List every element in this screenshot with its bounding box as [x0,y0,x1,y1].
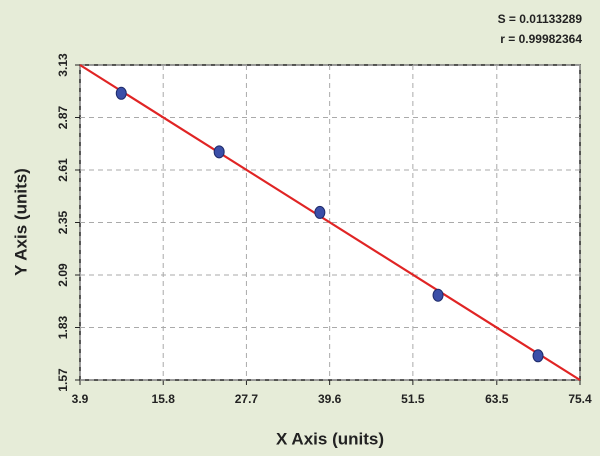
y-axis-label: Y Axis (units) [11,168,30,276]
y-tick-label: 2.35 [56,210,70,234]
annotation: S = 0.01133289 [498,12,583,26]
y-tick-label: 2.61 [56,158,70,182]
x-axis-label: X Axis (units) [276,429,384,448]
y-tick-label: 3.13 [56,53,70,77]
y-tick-label: 1.83 [56,315,70,339]
fit-line [79,64,581,381]
x-tick-label: 63.5 [485,392,509,406]
y-tick-label: 2.09 [56,263,70,287]
y-tick-label: 1.57 [56,368,70,392]
x-tick-label: 15.8 [152,392,176,406]
data-point [314,205,326,219]
annotation: r = 0.99982364 [500,32,582,46]
x-tick-label: 3.9 [72,392,89,406]
y-tick-label: 2.87 [56,105,70,129]
data-point [432,288,444,302]
data-point [115,86,127,100]
x-tick-label: 27.7 [235,392,259,406]
data-point [532,349,544,363]
x-tick-label: 39.6 [318,392,342,406]
x-tick-label: 75.4 [568,392,592,406]
x-tick-label: 51.5 [401,392,425,406]
data-point [213,145,225,159]
